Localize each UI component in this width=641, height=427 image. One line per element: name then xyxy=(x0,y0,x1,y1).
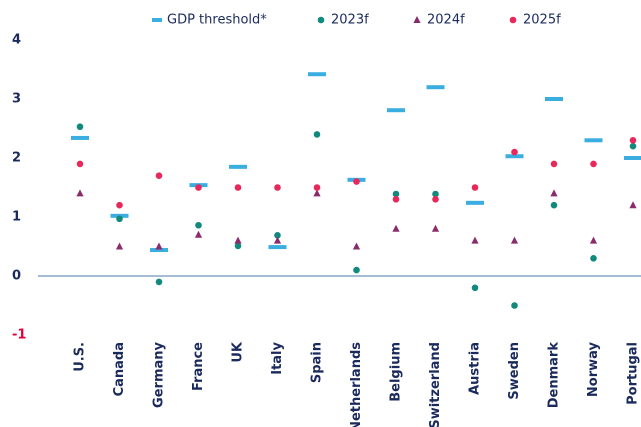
point xyxy=(432,196,439,203)
point xyxy=(234,184,242,191)
point xyxy=(76,160,84,168)
point xyxy=(313,131,321,138)
point xyxy=(116,201,123,209)
threshold-dash xyxy=(268,245,287,250)
legend-label: 2025f xyxy=(523,13,561,28)
x-tick-label: UK xyxy=(231,341,246,363)
point xyxy=(590,254,597,262)
y-tick-label: 4 xyxy=(12,33,21,48)
x-tick-label: Denmark xyxy=(547,342,562,409)
point xyxy=(550,201,558,209)
legend-swatch xyxy=(152,18,162,22)
x-tick-label: Portugal xyxy=(626,342,641,405)
x-tick-label: Canada xyxy=(112,342,127,396)
y-tick-label: 2 xyxy=(12,151,21,166)
threshold-dash xyxy=(505,154,524,159)
point xyxy=(274,231,281,239)
y-tick-label: 1 xyxy=(12,210,21,225)
triangle-point xyxy=(76,189,84,197)
x-tick-label: Norway xyxy=(586,341,601,397)
point xyxy=(392,190,400,198)
threshold-dash xyxy=(545,97,563,101)
threshold-dash xyxy=(71,135,89,140)
point xyxy=(353,178,360,185)
threshold-dash xyxy=(229,164,247,169)
threshold-dash xyxy=(624,156,641,160)
x-tick-label: Italy xyxy=(270,341,285,374)
legend-label: GDP threshold* xyxy=(167,13,267,28)
point xyxy=(550,160,558,168)
point xyxy=(155,172,163,179)
point xyxy=(116,215,123,223)
point xyxy=(392,196,400,203)
triangle-point xyxy=(313,189,321,197)
triangle-point xyxy=(115,242,124,250)
point xyxy=(511,148,518,156)
point xyxy=(432,190,439,198)
x-tick-label: Austria xyxy=(468,342,483,395)
point xyxy=(629,142,637,150)
point xyxy=(590,160,597,168)
point xyxy=(511,302,518,309)
legend-swatch xyxy=(317,16,325,24)
triangle-point xyxy=(431,224,440,232)
y-tick-label: 3 xyxy=(12,92,21,107)
threshold-dash xyxy=(150,248,168,253)
point xyxy=(353,266,360,274)
point xyxy=(195,221,202,229)
y-tick-label: -1 xyxy=(12,328,26,343)
legend-swatch xyxy=(509,16,517,24)
point xyxy=(76,123,84,131)
x-tick-label: Spain xyxy=(310,342,325,383)
x-tick-label: Sweden xyxy=(507,342,522,400)
point xyxy=(471,184,479,191)
point xyxy=(195,184,202,191)
triangle-point xyxy=(392,224,400,232)
point xyxy=(274,184,281,191)
triangle-point xyxy=(273,236,282,244)
triangle-point xyxy=(155,242,163,250)
threshold-dash xyxy=(387,108,405,113)
triangle-point xyxy=(352,242,361,250)
x-tick-label: Belgium xyxy=(389,342,404,402)
legend-label: 2023f xyxy=(331,13,369,28)
triangle-point xyxy=(589,236,598,244)
triangle-point xyxy=(471,236,479,244)
point xyxy=(471,284,479,292)
point xyxy=(629,137,637,144)
triangle-point xyxy=(234,236,242,244)
x-tick-label: U.S. xyxy=(73,342,88,372)
threshold-dash xyxy=(466,200,484,205)
y-tick-label: 0 xyxy=(12,269,21,284)
legend-label: 2024f xyxy=(427,13,465,28)
point xyxy=(234,242,242,250)
triangle-point xyxy=(194,230,203,238)
triangle-point xyxy=(629,201,637,209)
threshold-dash xyxy=(426,85,445,90)
triangle-point xyxy=(510,236,519,244)
x-tick-label: France xyxy=(191,342,206,391)
threshold-dash xyxy=(308,72,326,77)
x-tick-label: Netherlands xyxy=(349,342,364,427)
x-tick-label: Germany xyxy=(152,341,167,407)
x-tick-label: Switzerland xyxy=(428,342,443,427)
triangle-point xyxy=(550,189,558,197)
point xyxy=(313,184,321,191)
legend-swatch xyxy=(413,16,421,23)
point xyxy=(155,278,163,286)
threshold-dash xyxy=(584,138,603,143)
